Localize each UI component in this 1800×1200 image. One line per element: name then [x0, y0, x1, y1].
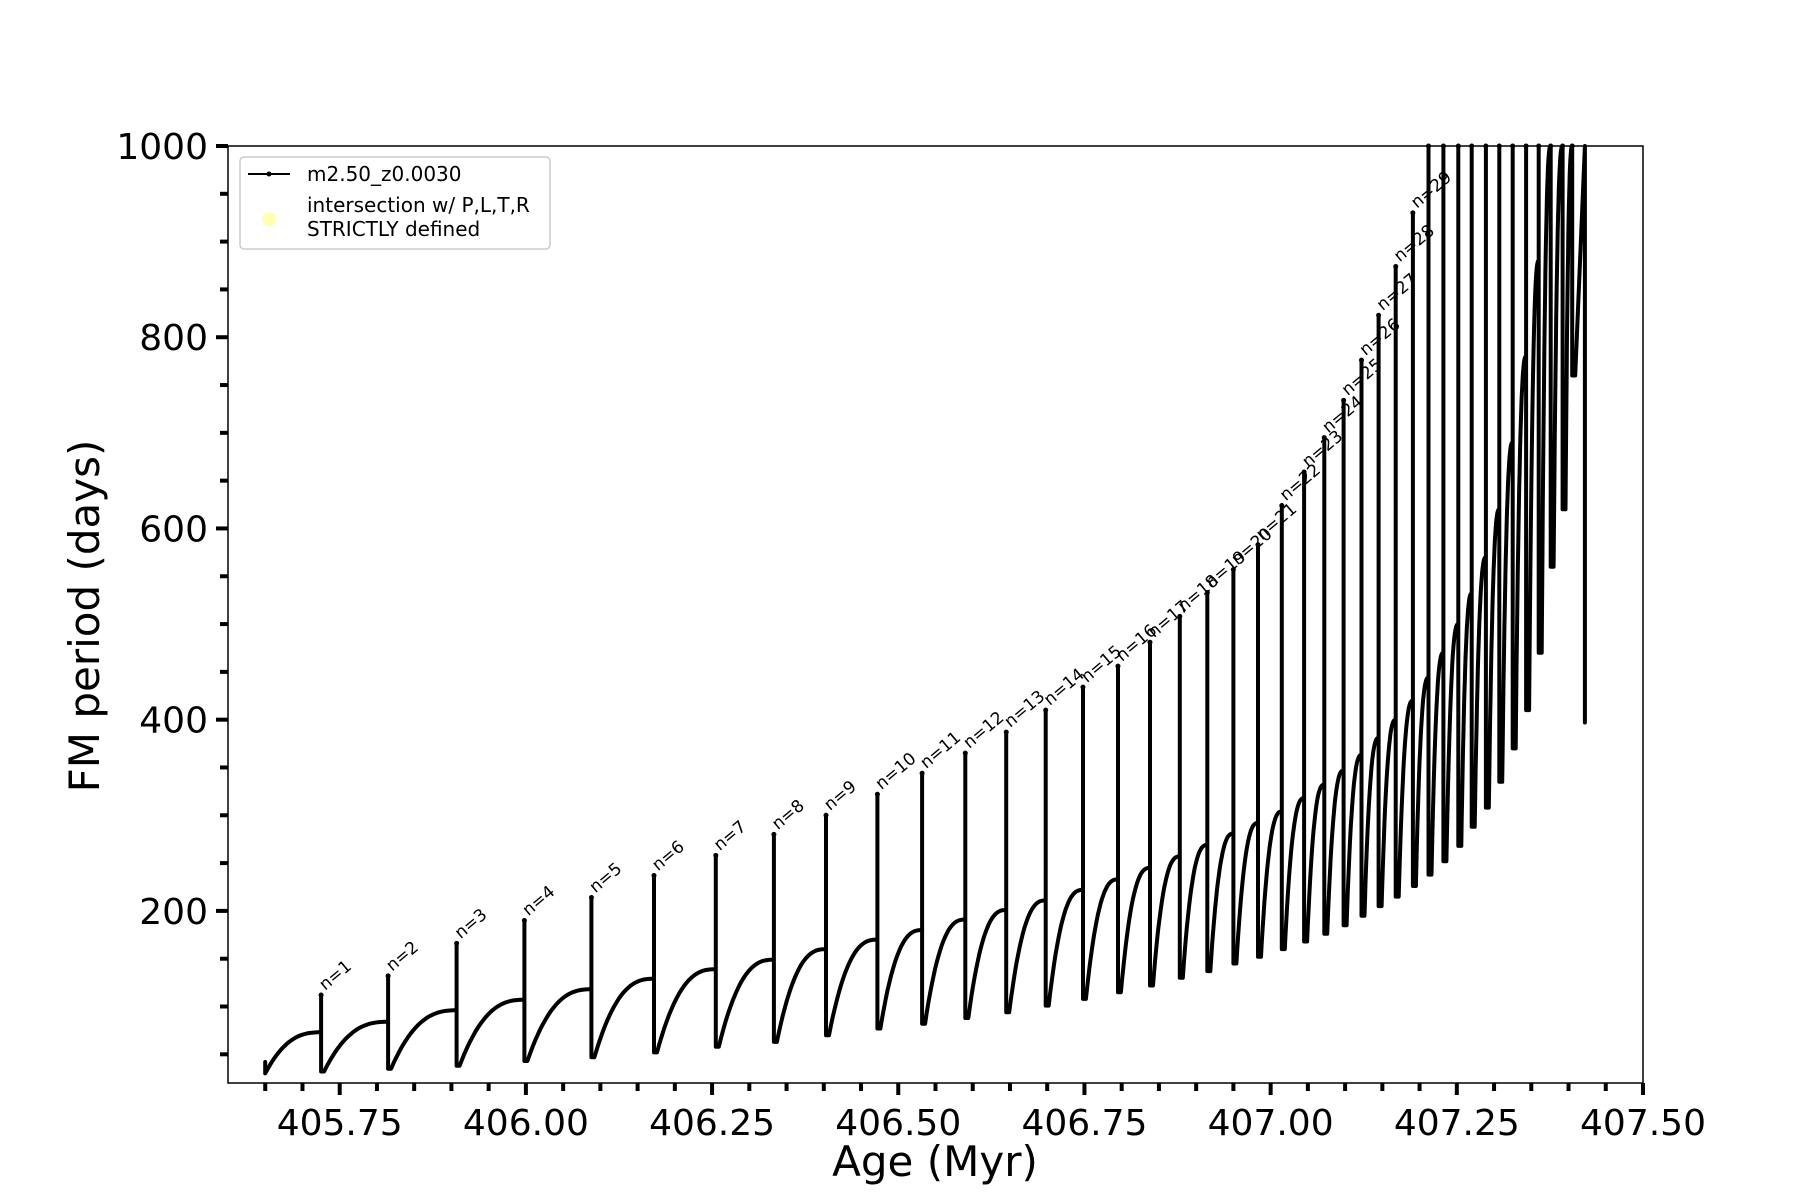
- legend-label-intersection-line1: intersection w/ P,L,T,R: [307, 193, 530, 217]
- y-tick-label-2: 600: [139, 509, 208, 550]
- pulse-peak-point-11: [919, 770, 925, 776]
- legend: m2.50_z0.0030 intersection w/ P,L,T,R ST…: [239, 156, 551, 250]
- legend-dot-marker: [262, 212, 276, 226]
- pulse-peak-point-7: [713, 852, 719, 858]
- pulse-peak-point-13: [1003, 729, 1009, 735]
- data-layer: [263, 143, 1587, 1076]
- pulse-peak-point-4: [521, 917, 527, 923]
- x-tick-label-2: 406.25: [649, 1103, 775, 1144]
- pulse-label-22: n=22: [1276, 460, 1325, 505]
- y-tick-label-0: 200: [139, 892, 208, 933]
- pulse-label-3: n=3: [451, 905, 491, 943]
- pulse-label-10: n=10: [872, 749, 921, 794]
- series-line: [263, 144, 1587, 1076]
- pulse-label-9: n=9: [820, 777, 860, 815]
- pulse-peak-point-23: [1301, 469, 1307, 475]
- x-tick-label-4: 406.75: [1021, 1103, 1147, 1144]
- x-tick-label-7: 407.50: [1580, 1103, 1706, 1144]
- y-tick-label-4: 1000: [116, 127, 208, 168]
- pulse-peak-point-24: [1321, 435, 1327, 441]
- legend-label-intersection-line2: STRICTLY defined: [307, 217, 480, 241]
- pulse-label-8: n=8: [768, 796, 808, 834]
- pulse-peak-point-20: [1230, 567, 1236, 573]
- pulse-peak-point-8: [771, 831, 777, 837]
- pulse-label-7: n=7: [710, 817, 750, 855]
- pulse-peak-point-15: [1080, 684, 1086, 690]
- pulse-peak-point-27: [1376, 312, 1382, 318]
- x-tick-label-3: 406.50: [835, 1103, 961, 1144]
- pulse-peak-point-28: [1393, 263, 1399, 269]
- pulse-label-21: n=21: [1252, 499, 1301, 544]
- legend-label-intersection: intersection w/ P,L,T,R STRICTLY defined: [307, 193, 536, 241]
- legend-box: [239, 156, 551, 250]
- pulse-peak-point-16: [1115, 663, 1121, 669]
- pulse-label-1: n=1: [315, 956, 355, 994]
- x-tick-label-6: 407.25: [1394, 1103, 1520, 1144]
- pulse-peak-point-22: [1279, 503, 1285, 509]
- pulse-peak-point-6: [651, 873, 657, 879]
- pulse-peak-point-18: [1177, 613, 1183, 619]
- pulse-peak-point-14: [1043, 707, 1049, 713]
- pulse-peak-point-10: [874, 791, 880, 797]
- pulse-peak-point-5: [588, 895, 594, 901]
- x-axis-label: Age (Myr): [832, 1137, 1038, 1186]
- y-tick-label-3: 800: [139, 318, 208, 359]
- y-axis-label: FM period (days): [60, 440, 109, 793]
- pulse-label-11: n=11: [916, 728, 965, 773]
- y-tick-label-1: 400: [139, 701, 208, 742]
- pulse-peak-point-17: [1147, 639, 1153, 645]
- plot-frame: [227, 145, 1644, 1084]
- pulse-peak-point-3: [454, 940, 460, 946]
- x-tick-label-1: 406.00: [463, 1103, 589, 1144]
- pulse-labels: n=1 n=2 n=3 n=4 n=5 n=6 n=7 n=8 n=9 n=10n=11n=12 n…: [315, 167, 1455, 994]
- pulse-peak-point-25: [1341, 397, 1347, 403]
- pulse-label-4: n=4: [519, 882, 559, 920]
- legend-label-series: m2.50_z0.0030: [307, 162, 462, 186]
- pulse-peak-point-21: [1255, 542, 1261, 548]
- pulse-peak-point-2: [385, 973, 391, 979]
- pulse-label-12: n=12: [960, 708, 1009, 753]
- x-tick-label-0: 405.75: [277, 1103, 403, 1144]
- pulse-label-5: n=5: [586, 859, 626, 897]
- pulse-peak-point-29: [1410, 210, 1416, 216]
- pulse-peak-point-26: [1358, 357, 1364, 363]
- pulse-label-2: n=2: [382, 937, 422, 975]
- legend-line-dot: [266, 171, 272, 177]
- pulse-peak-point-9: [823, 812, 829, 818]
- x-tick-label-5: 407.00: [1208, 1103, 1334, 1144]
- pulse-label-29: n=29: [1407, 167, 1456, 212]
- pulse-peak-point-12: [962, 750, 968, 756]
- pulse-label-6: n=6: [648, 837, 688, 875]
- axes: 405.75 406.00 406.25 406.50 406.75 407.00 407.…: [116, 127, 1706, 1144]
- pulse-peak-point-1: [318, 992, 324, 998]
- pulse-peak-point-19: [1204, 590, 1210, 596]
